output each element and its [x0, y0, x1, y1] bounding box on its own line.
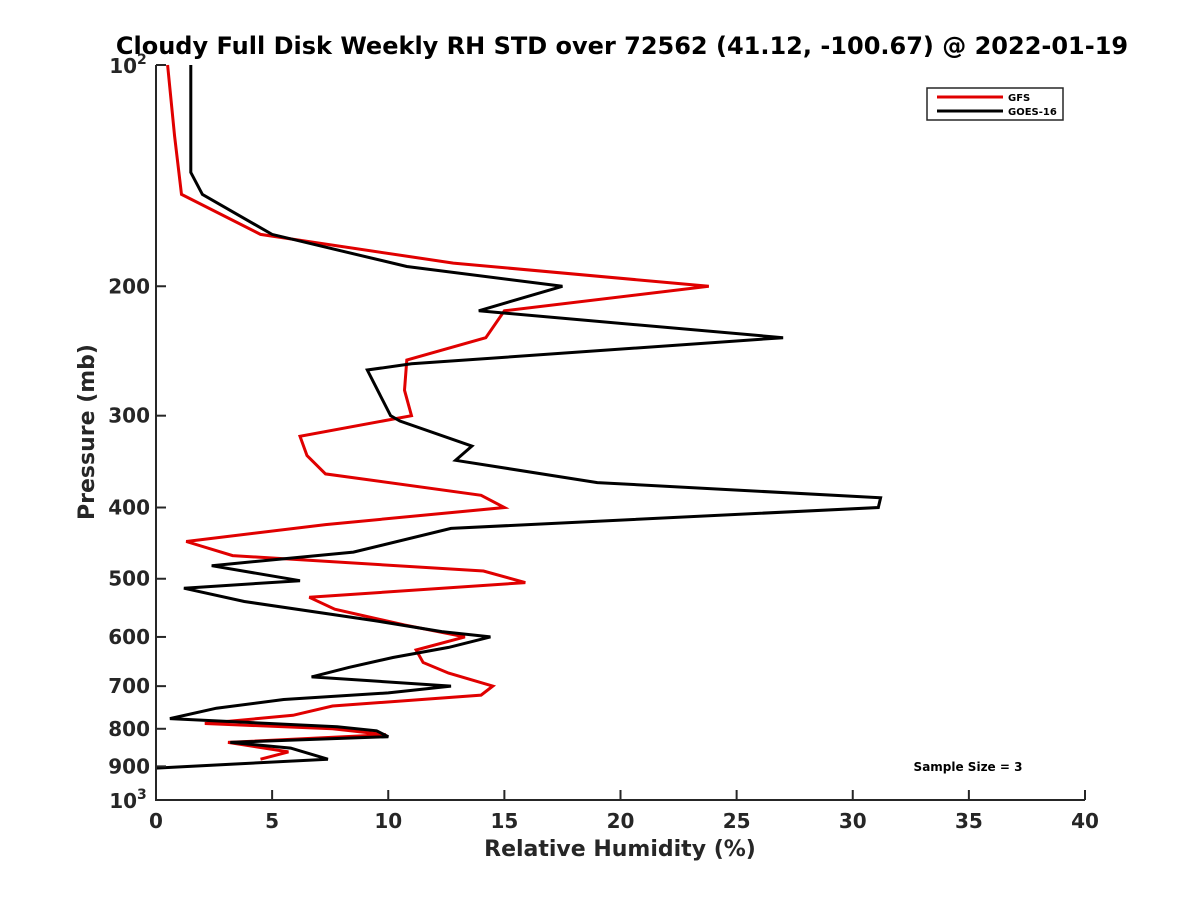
- chart-title: Cloudy Full Disk Weekly RH STD over 7256…: [116, 32, 1128, 60]
- x-axis-ticks: 0 5 10 15 20 25 30 35 40: [149, 790, 1099, 833]
- x-tick-label: 5: [265, 809, 279, 833]
- y-tick-label: 500: [108, 567, 150, 591]
- x-tick-label: 15: [490, 809, 518, 833]
- y-axis-label: Pressure (mb): [75, 344, 100, 520]
- x-tick-label: 25: [723, 809, 751, 833]
- y-tick-label: 400: [108, 496, 150, 520]
- y-tick-label-exponent: 2: [137, 52, 147, 68]
- y-tick-label: 700: [108, 674, 150, 698]
- legend-label-goes-16: GOES-16: [1008, 107, 1057, 118]
- y-tick-label-base: 10: [109, 54, 137, 78]
- y-tick-label-exponent: 3: [137, 787, 147, 803]
- x-tick-label: 35: [955, 809, 983, 833]
- legend-box: [926, 87, 1064, 121]
- series-layer: [155, 64, 883, 770]
- y-tick-label: 200: [108, 274, 150, 298]
- x-tick-label: 10: [374, 809, 402, 833]
- legend: GFS GOES-16: [926, 87, 1064, 121]
- y-tick-label: 102: [109, 52, 147, 78]
- y-tick-label: 103: [109, 787, 147, 813]
- y-tick-label: 800: [108, 717, 150, 741]
- sample-size-annotation: Sample Size = 3: [914, 760, 1023, 774]
- y-tick-label: 900: [108, 754, 150, 778]
- y-tick-label-base: 10: [109, 789, 137, 813]
- x-tick-label: 40: [1071, 809, 1099, 833]
- y-tick-label: 300: [108, 404, 150, 428]
- legend-label-gfs: GFS: [1008, 93, 1030, 104]
- y-tick-label: 600: [108, 625, 150, 649]
- x-tick-label: 20: [607, 809, 635, 833]
- x-axis-label: Relative Humidity (%): [484, 837, 756, 862]
- x-tick-label: 0: [149, 809, 163, 833]
- x-tick-label: 30: [839, 809, 867, 833]
- series-line-gfs: [166, 64, 709, 761]
- series-line-goes-16: [155, 65, 883, 770]
